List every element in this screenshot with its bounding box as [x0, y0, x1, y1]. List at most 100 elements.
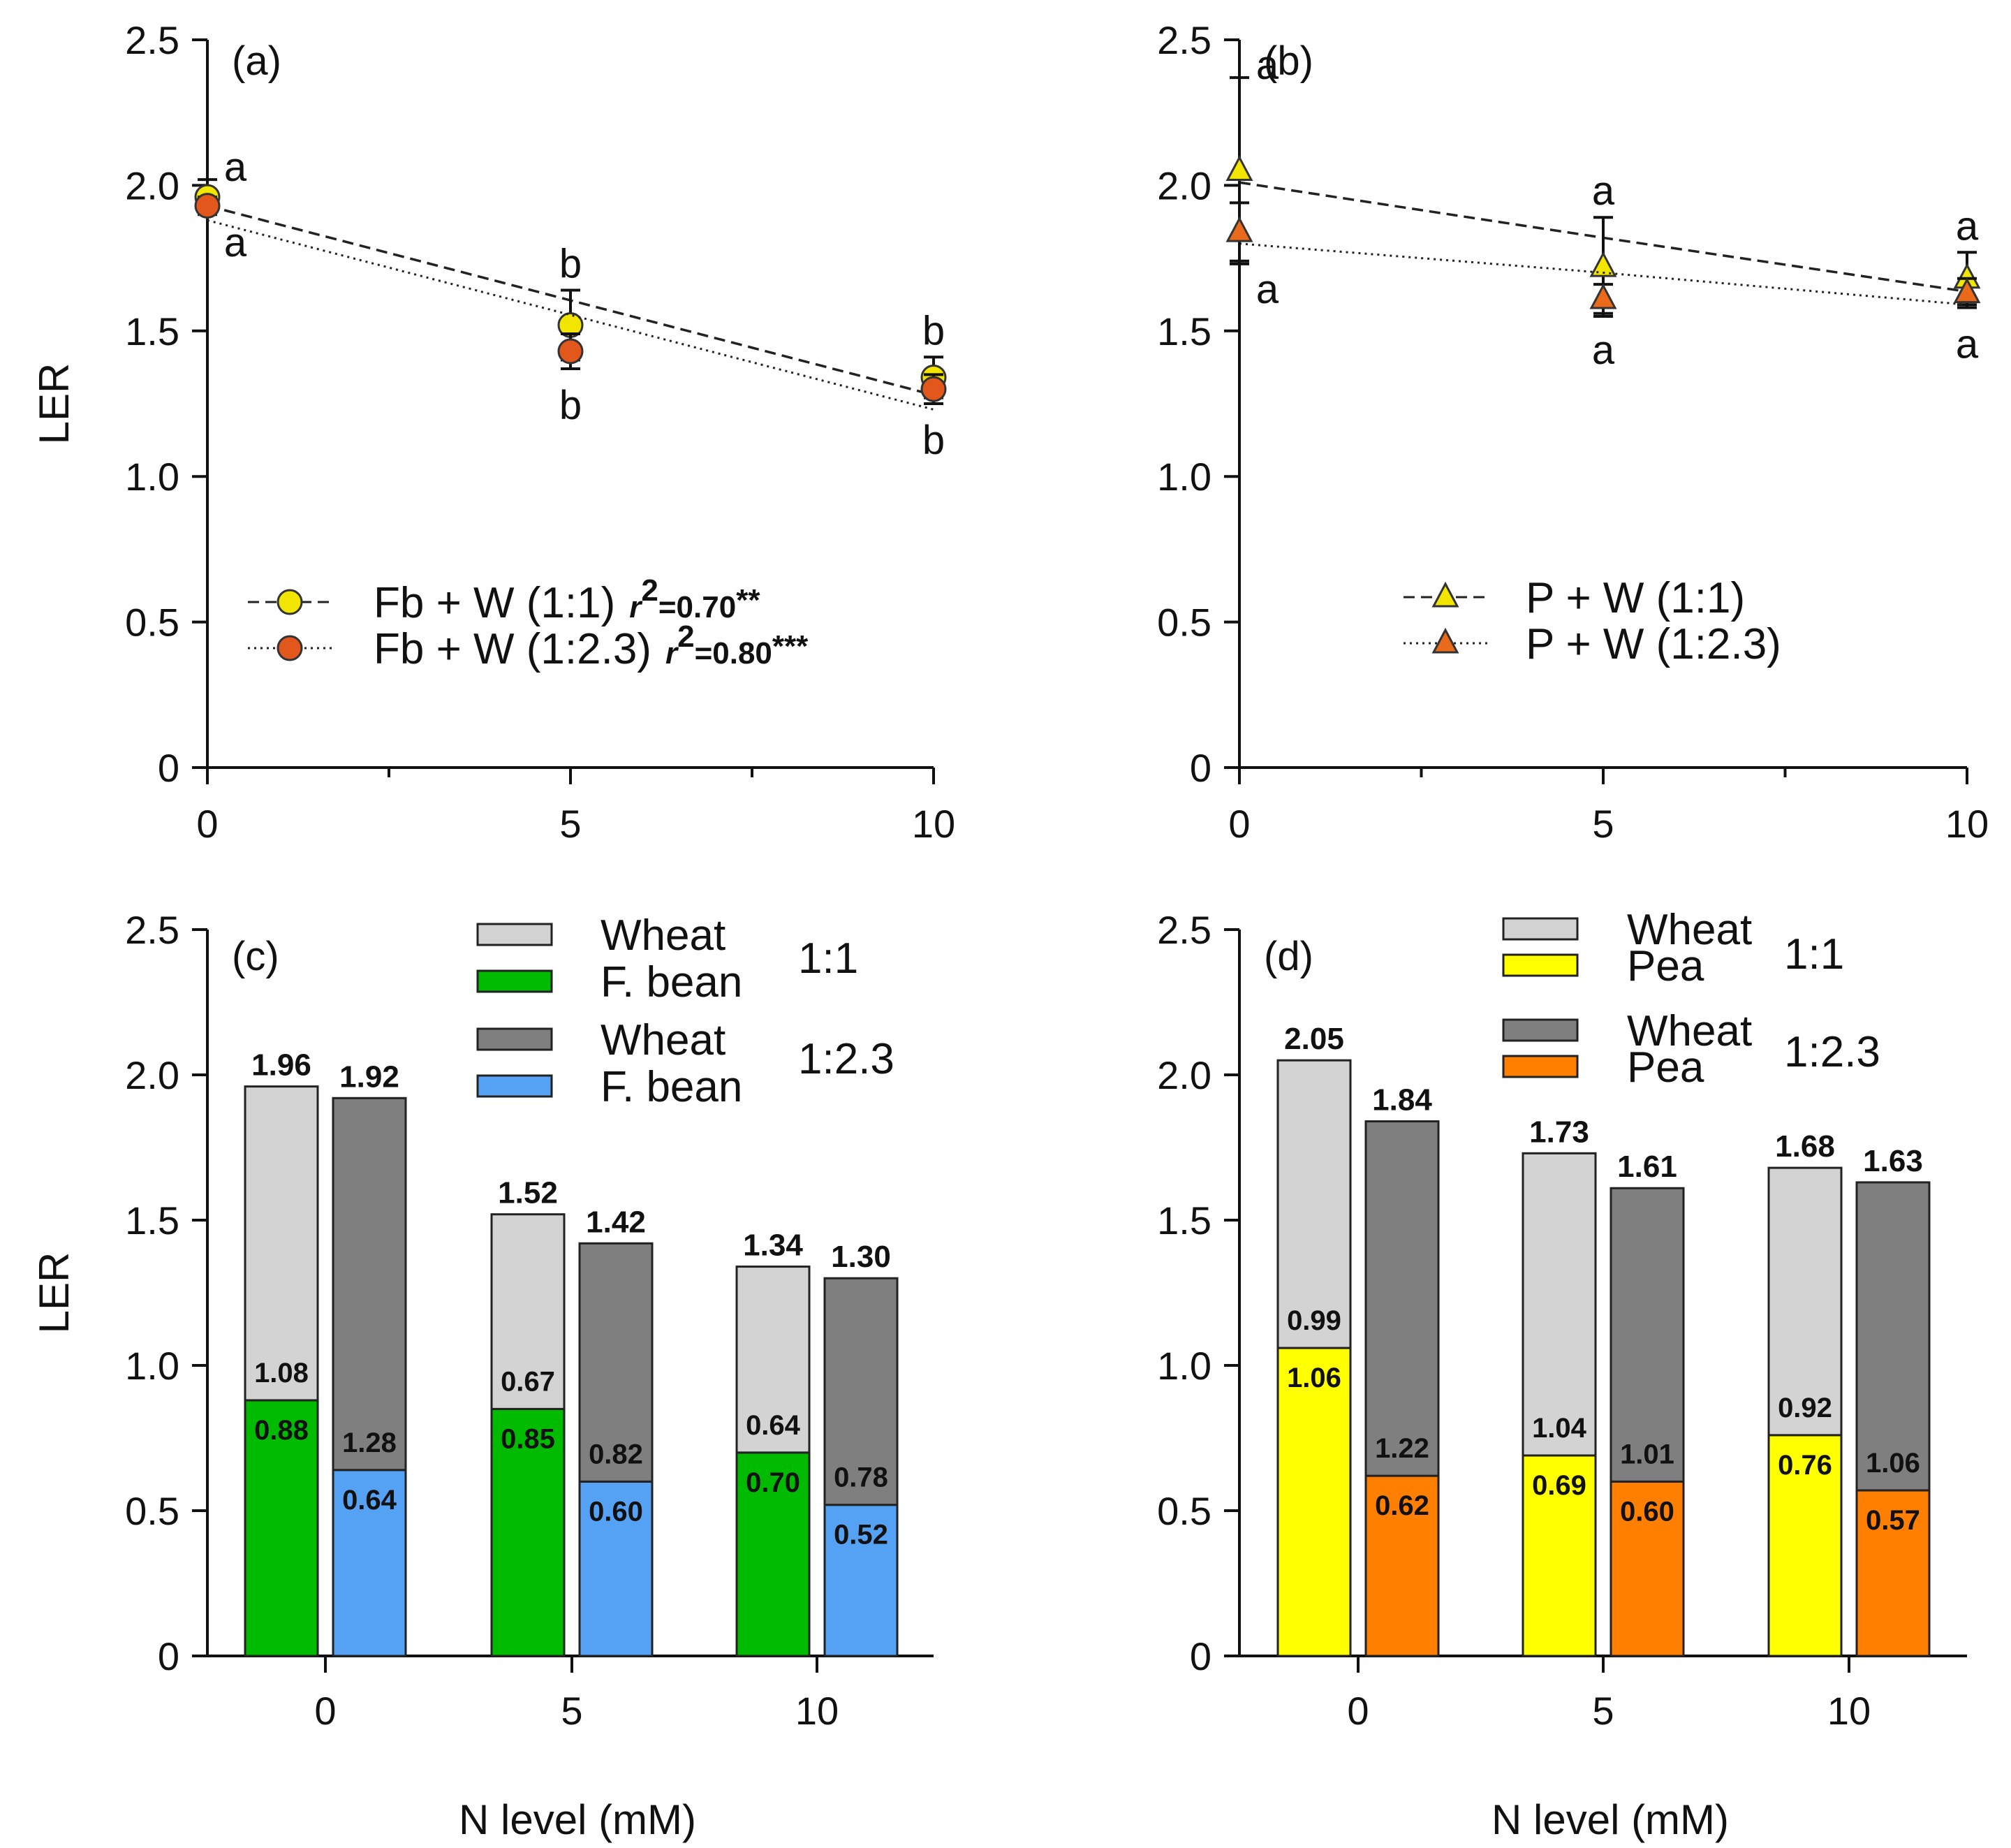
- legend-label: Wheat: [1627, 1007, 1752, 1055]
- y-tick-label: 0.5: [125, 601, 179, 645]
- bar-c-2: 1.52 0.85 0.67: [490, 1176, 566, 1657]
- y-tick-label: 1.5: [1157, 1198, 1211, 1242]
- legend-marker: [1431, 581, 1459, 608]
- x-tick-label: 10: [912, 802, 955, 846]
- x-tick-label: 0: [314, 1689, 336, 1733]
- significance-letter: a: [224, 220, 247, 265]
- bar-legume-label: 0.70: [746, 1467, 800, 1498]
- bar-legume-segment: [332, 1469, 407, 1657]
- y-axis-a: 0 0.5 1.0 1.5 2.0 2.5 LER: [31, 18, 209, 790]
- x-axis-a: 0 5 10: [196, 766, 955, 846]
- bar-legume-segment: [1609, 1480, 1685, 1657]
- bar-wheat-label: 0.67: [501, 1366, 555, 1397]
- bar-total-label: 2.05: [1284, 1022, 1344, 1056]
- legend-swatch: [1502, 953, 1579, 977]
- bar-wheat-segment: [332, 1097, 407, 1472]
- bar-wheat-label: 1.06: [1866, 1448, 1920, 1479]
- x-axis-c: 0 5 10 N level (mM): [207, 1655, 934, 1843]
- bar-wheat-label: 1.04: [1532, 1413, 1587, 1444]
- y-tick-label: 1.0: [1157, 1344, 1211, 1388]
- bar-wheat-segment: [1855, 1181, 1931, 1492]
- bar-wheat-label: 0.99: [1287, 1305, 1341, 1336]
- x-tick-label: 5: [559, 802, 581, 846]
- bar-wheat-segment: [823, 1277, 899, 1506]
- legend-b: P + W (1:1)P + W (1:2.3): [1404, 574, 1781, 668]
- r2-label: r2=0.80***: [665, 619, 809, 671]
- bar-wheat-segment: [244, 1085, 319, 1402]
- y-tick-label: 1.5: [125, 1198, 179, 1242]
- bar-wheat-segment: [735, 1266, 811, 1454]
- data-point: [1589, 283, 1617, 309]
- bar-legume-segment: [1276, 1347, 1352, 1657]
- bar-wheat-label: 0.78: [834, 1462, 888, 1493]
- bar-total-label: 1.84: [1372, 1083, 1432, 1117]
- series-b-0: a a a: [1225, 43, 1981, 318]
- bar-wheat-segment: [490, 1213, 566, 1410]
- bar-legume-segment: [1855, 1489, 1931, 1657]
- legend-swatch: [1502, 1018, 1579, 1042]
- y-tick-label: 2.0: [1157, 163, 1211, 207]
- bar-wheat-label: 1.22: [1375, 1433, 1429, 1464]
- bar-legume-segment: [490, 1407, 566, 1657]
- bar-d-1: 1.84 0.62 1.22: [1364, 1083, 1440, 1657]
- legend-ratio: 1:2.3: [798, 1035, 894, 1083]
- bar-wheat-segment: [1364, 1120, 1440, 1477]
- x-tick-label: 0: [196, 802, 218, 846]
- bar-total-label: 1.42: [586, 1205, 646, 1239]
- bar-total-label: 1.34: [743, 1229, 803, 1263]
- data-point: [1225, 155, 1253, 182]
- y-tick-label: 0: [158, 1634, 179, 1678]
- bar-d-3: 1.61 0.60 1.01: [1609, 1150, 1685, 1657]
- bar-legume-label: 0.57: [1866, 1505, 1920, 1536]
- legend-a: Fb + W (1:1) r2=0.70**Fb + W (1:2.3) r2=0.…: [248, 573, 809, 673]
- y-tick-label: 0: [158, 746, 179, 790]
- y-tick-label: 2.0: [125, 1053, 179, 1097]
- y-tick-label: 1.0: [125, 455, 179, 499]
- bar-c-4: 1.34 0.70 0.64: [735, 1229, 811, 1657]
- bar-legume-label: 0.62: [1375, 1490, 1429, 1521]
- bar-legume-label: 0.60: [589, 1496, 643, 1527]
- y-tick-label: 0.5: [1157, 1489, 1211, 1533]
- bar-legume-segment: [735, 1451, 811, 1657]
- panel-label-a: (a): [232, 38, 281, 84]
- panel-label-c: (c): [232, 934, 279, 979]
- legend-ratio: 1:2.3: [1784, 1028, 1880, 1076]
- bar-legume-segment: [244, 1399, 319, 1657]
- bar-c-1: 1.92 0.64 1.28: [332, 1059, 407, 1657]
- y-tick-label: 2.5: [1157, 18, 1211, 62]
- significance-letter: a: [224, 145, 247, 190]
- legend-swatch: [476, 1074, 553, 1098]
- y-axis-b: 0 0.5 1.0 1.5 2.0 2.5: [1157, 18, 1241, 790]
- bar-wheat-segment: [1767, 1166, 1843, 1437]
- bar-legume-segment: [578, 1480, 654, 1657]
- data-point: [194, 193, 221, 219]
- bar-wheat-segment: [1276, 1059, 1352, 1349]
- x-tick-label: 0: [1347, 1689, 1369, 1733]
- legend-label: Fb + W (1:1): [374, 579, 615, 627]
- x-tick-label: 0: [1228, 802, 1250, 846]
- bar-wheat-label: 1.28: [342, 1428, 397, 1458]
- x-tick-label: 10: [1827, 1689, 1871, 1733]
- bar-legume-label: 0.52: [834, 1520, 888, 1550]
- x-tick-label: 10: [1945, 802, 1989, 846]
- legend-label: Wheat: [601, 911, 725, 960]
- legend-label: F. bean: [601, 1063, 742, 1111]
- legend-swatch: [476, 923, 553, 946]
- bar-d-0: 2.05 1.06 0.99: [1276, 1022, 1352, 1657]
- y-tick-label: 1.0: [1157, 455, 1211, 499]
- bar-total-label: 1.73: [1529, 1115, 1589, 1149]
- legend-ratio: 1:1: [798, 934, 858, 983]
- bar-legume-label: 0.88: [254, 1415, 309, 1446]
- x-axis-d: 0 5 10 N level (mM): [1239, 1655, 1967, 1843]
- bar-legume-label: 0.69: [1532, 1470, 1586, 1501]
- significance-letter: a: [1956, 203, 1979, 249]
- significance-letter: b: [922, 308, 945, 353]
- series-b-1: a a a: [1225, 201, 1981, 373]
- bar-total-label: 1.92: [339, 1059, 399, 1094]
- legend-label: Pea: [1627, 1043, 1704, 1092]
- bar-wheat-segment: [578, 1242, 654, 1483]
- x-axis-title: N level (mM): [459, 1796, 696, 1843]
- bar-total-label: 1.61: [1617, 1150, 1677, 1184]
